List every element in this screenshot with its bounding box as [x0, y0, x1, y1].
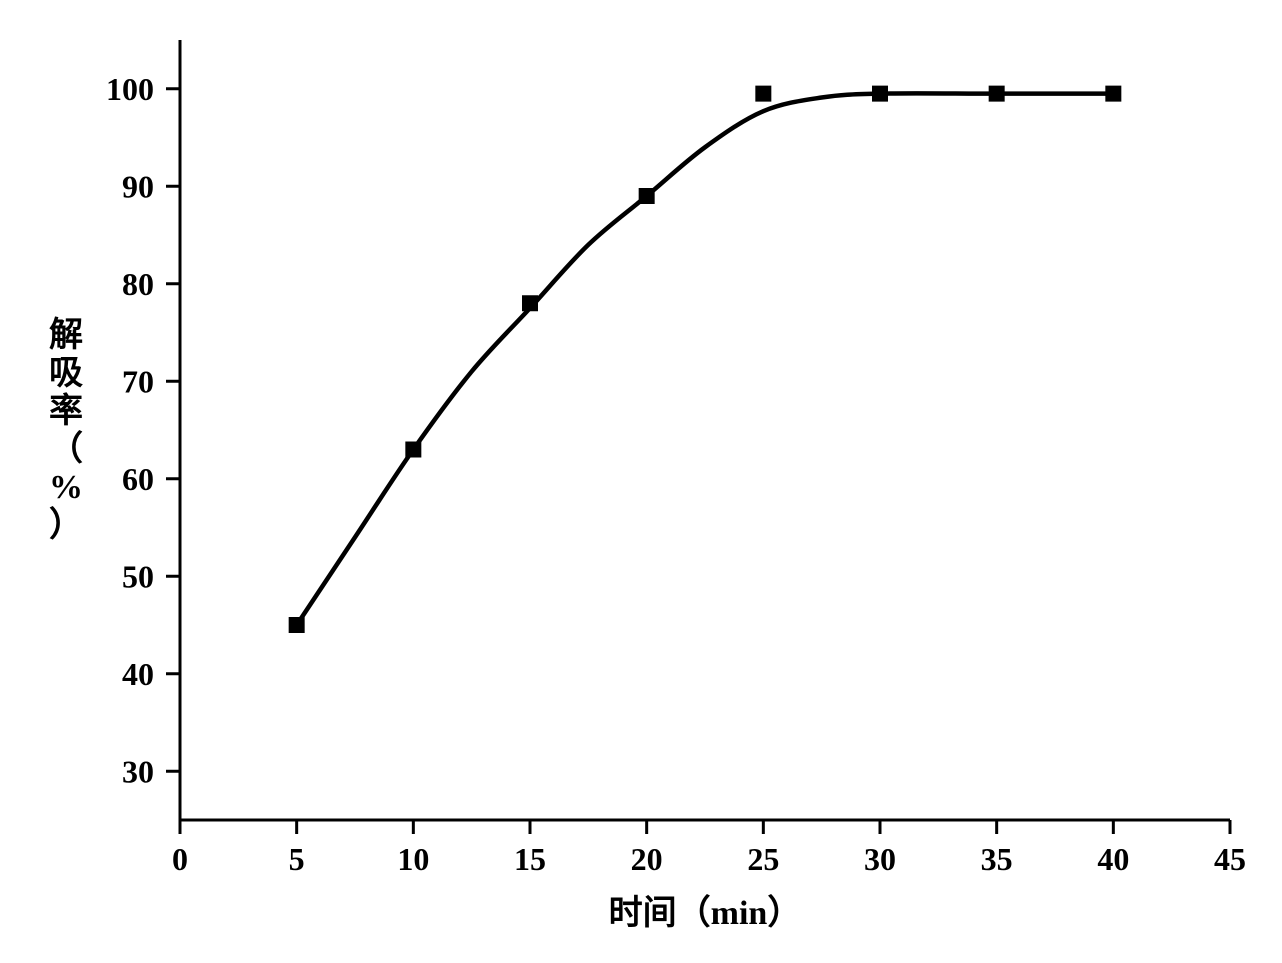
data-marker: [639, 188, 655, 204]
data-marker: [755, 86, 771, 102]
y-tick-label: 80: [122, 266, 154, 302]
x-tick-label: 15: [514, 841, 546, 877]
x-tick-label: 40: [1097, 841, 1129, 877]
y-tick-label: 90: [122, 168, 154, 204]
x-axis-label: 时间（min）: [609, 893, 802, 932]
series-line-desorption: [297, 93, 1114, 625]
y-axis-label-char: （: [49, 429, 83, 468]
y-tick-label: 30: [122, 753, 154, 789]
y-tick-label: 40: [122, 656, 154, 692]
desorption-chart: 0 5 10 15 20 25 30 35 40 45 30 40 50 60 70 80 90 100 时间（mi…: [0, 0, 1282, 963]
data-marker: [289, 617, 305, 633]
x-tick-label: 30: [864, 841, 896, 877]
data-marker: [989, 86, 1005, 102]
y-axis-label-char: %: [49, 469, 83, 506]
y-axis-label-char: 吸: [49, 355, 83, 392]
data-marker: [405, 442, 421, 458]
y-tick-label: 50: [122, 558, 154, 594]
y-tick-label: 100: [106, 71, 154, 107]
y-axis-label-char: ）: [49, 505, 83, 544]
data-marker: [522, 295, 538, 311]
y-tick-label: 70: [122, 363, 154, 399]
x-tick-label: 10: [397, 841, 429, 877]
x-tick-label: 0: [172, 841, 188, 877]
data-marker: [872, 86, 888, 102]
x-tick-label: 5: [289, 841, 305, 877]
x-tick-label: 45: [1214, 841, 1246, 877]
y-axis-label-char: 解: [49, 316, 83, 354]
x-tick-label: 25: [747, 841, 779, 877]
chart-container: 0 5 10 15 20 25 30 35 40 45 30 40 50 60 70 80 90 100 时间（mi…: [0, 0, 1282, 963]
x-tick-label: 35: [981, 841, 1013, 877]
y-axis-label-char: 率: [49, 392, 83, 430]
y-tick-label: 60: [122, 461, 154, 497]
x-tick-label: 20: [631, 841, 663, 877]
data-marker: [1105, 86, 1121, 102]
